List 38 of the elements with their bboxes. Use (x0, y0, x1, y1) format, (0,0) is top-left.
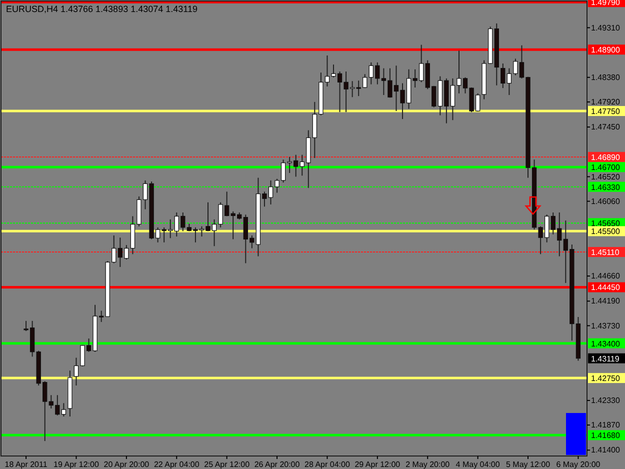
y-tick-label: 1.41400 (591, 446, 620, 455)
x-tick-label: 29 Apr 12:00 (354, 460, 401, 469)
ref-line-label: 1.42750 (591, 374, 620, 384)
y-tick-label: 1.44660 (591, 272, 620, 281)
y-tick-label: 1.48380 (591, 72, 620, 82)
y-tick-label: 1.47450 (591, 122, 620, 132)
ref-line-label: 1.44450 (591, 283, 620, 292)
ref-line-label: 1.45110 (591, 248, 620, 257)
x-tick-label: 5 May 12:00 (506, 460, 551, 469)
ref-line-label: 1.45650 (591, 219, 620, 228)
x-tick-label: 18 Apr 2011 (4, 460, 48, 469)
y-tick-label: 1.42330 (591, 396, 620, 406)
x-tick-label: 25 Apr 12:00 (204, 460, 250, 469)
y-tick-label: 1.41870 (591, 420, 620, 430)
ref-line-label: 1.46890 (591, 152, 620, 162)
ref-line-label: 1.46330 (591, 182, 620, 192)
x-tick-label: 22 Apr 04:00 (154, 460, 200, 469)
y-tick-label: 1.46520 (591, 172, 620, 182)
x-tick-label: 20 Apr 20:00 (104, 460, 150, 469)
text: 1.43119 (591, 354, 620, 364)
ref-line-label: 1.46700 (591, 163, 620, 172)
x-tick-label: 6 May 20:00 (556, 460, 601, 469)
chart-title: EURUSD,H4 1.43766 1.43893 1.43074 1.43119 (6, 4, 198, 14)
y-tick-label: 1.47920 (591, 97, 620, 106)
ref-line-label: 1.48900 (591, 46, 620, 55)
ref-line-label: 1.41680 (591, 431, 620, 440)
ref-line-label: 1.45500 (591, 227, 620, 236)
x-tick-label: 4 May 04:00 (456, 460, 500, 469)
y-tick-label: 1.43730 (591, 321, 620, 330)
ref-line-label: 1.47750 (591, 107, 620, 116)
x-tick-label: 19 Apr 12:00 (54, 460, 100, 469)
y-tick-label: 1.44190 (591, 296, 620, 306)
y-tick-label: 1.49310 (591, 23, 620, 32)
x-tick-label: 28 Apr 04:00 (304, 460, 350, 469)
y-tick-label: 1.46060 (591, 196, 620, 206)
x-tick-label: 2 May 20:00 (406, 460, 450, 469)
ref-line-label: 1.43400 (591, 339, 620, 348)
x-tick-label: 26 Apr 20:00 (254, 460, 300, 469)
